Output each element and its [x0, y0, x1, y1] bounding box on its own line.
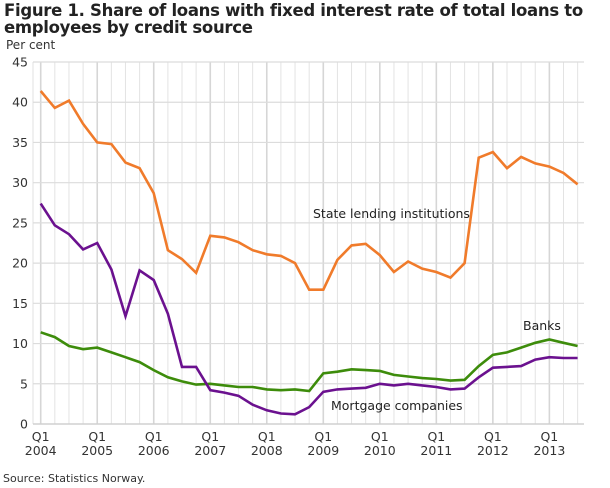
x-tick-quarter-label: Q1 — [427, 429, 445, 444]
chart-grid — [32, 61, 584, 425]
x-tick-year-label: 2012 — [477, 443, 509, 458]
series-label: Banks — [523, 318, 561, 333]
x-tick-quarter-label: Q1 — [145, 429, 163, 444]
series-line-mortgage-companies — [39, 202, 578, 416]
x-tick-quarter-label: Q1 — [258, 429, 276, 444]
y-tick-label: 30 — [12, 175, 28, 190]
y-tick-label: 10 — [12, 336, 28, 351]
x-tick-year-label: 2007 — [194, 443, 226, 458]
x-tick-year-label: 2006 — [138, 443, 170, 458]
series-lines — [39, 90, 579, 416]
x-tick-year-label: 2011 — [420, 443, 452, 458]
x-tick-quarter-label: Q1 — [371, 429, 389, 444]
y-axis-unit-label: Per cent — [6, 38, 56, 52]
figure-title: Figure 1. Share of loans with fixed inte… — [4, 1, 583, 37]
y-tick-label: 15 — [12, 296, 28, 311]
y-tick-label: 25 — [12, 215, 28, 230]
x-tick-year-label: 2009 — [307, 443, 339, 458]
y-axis-ticks: 0 5 10 15 20 25 30 35 40 45 — [12, 55, 28, 432]
y-tick-label: 40 — [12, 95, 28, 110]
y-tick-label: 20 — [12, 256, 28, 271]
x-tick-quarter-label: Q1 — [484, 429, 502, 444]
x-tick-quarter-label: Q1 — [540, 429, 558, 444]
series-label: Mortgage companies — [331, 398, 463, 413]
x-tick-quarter-label: Q1 — [88, 429, 106, 444]
series-label: State lending institutions — [313, 206, 470, 221]
y-tick-label: 45 — [12, 55, 28, 70]
x-tick-quarter-label: Q1 — [32, 429, 50, 444]
y-tick-label: 35 — [12, 135, 28, 150]
x-tick-year-label: 2013 — [533, 443, 565, 458]
x-tick-year-label: 2004 — [25, 443, 57, 458]
x-tick-year-label: 2010 — [364, 443, 396, 458]
x-tick-quarter-label: Q1 — [314, 429, 332, 444]
series-line-banks — [40, 331, 578, 393]
y-tick-label: 0 — [20, 417, 28, 432]
series-line-state-lending-institutions — [39, 90, 579, 292]
series-labels: State lending institutions Banks Mortgage … — [313, 206, 561, 413]
x-tick-year-label: 2005 — [81, 443, 113, 458]
x-axis-ticks: Q12004Q12005Q12006Q12007Q12008Q12009Q120… — [25, 429, 565, 458]
x-tick-quarter-label: Q1 — [201, 429, 219, 444]
y-tick-label: 5 — [20, 376, 28, 391]
source-note: Source: Statistics Norway. — [3, 472, 146, 485]
x-tick-year-label: 2008 — [251, 443, 283, 458]
